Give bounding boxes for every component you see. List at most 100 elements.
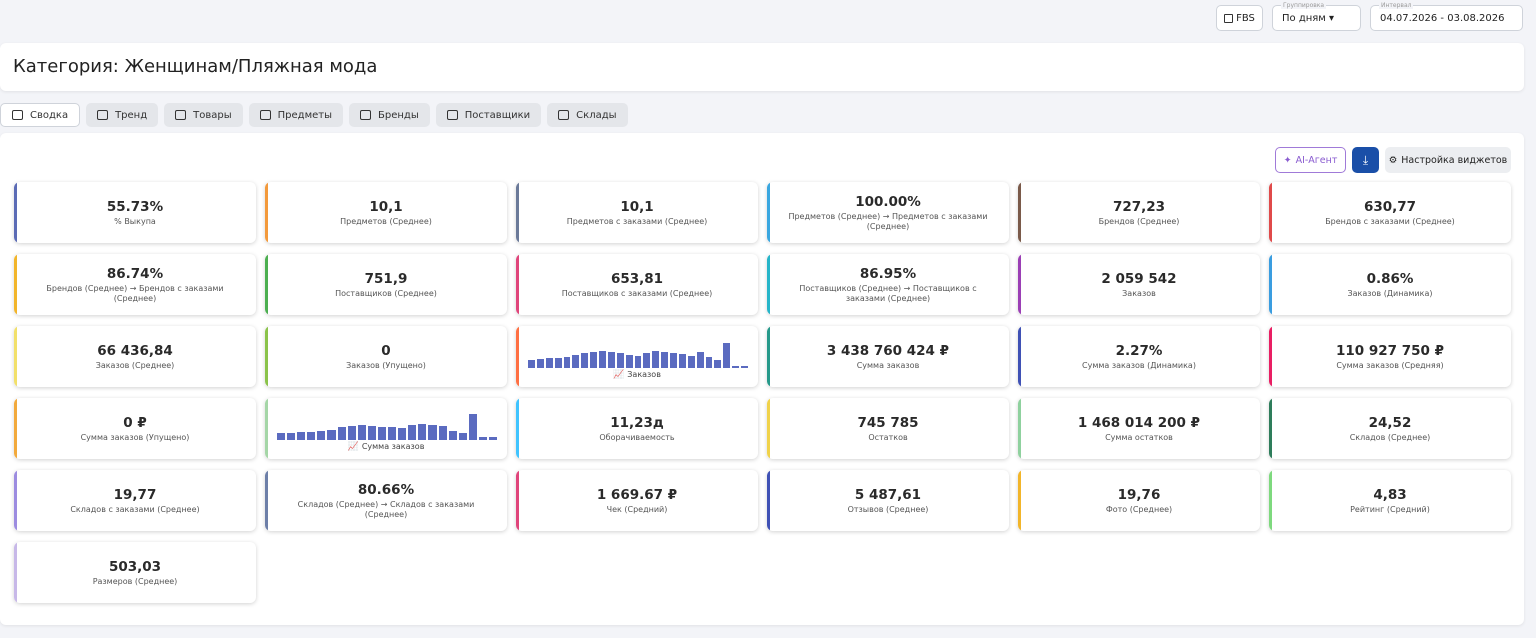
tab[interactable]: Сводка (0, 103, 81, 127)
color-stripe (14, 470, 17, 531)
bar (438, 426, 447, 440)
widget-card: 📈 Заказов (516, 326, 758, 387)
color-stripe (1018, 182, 1021, 243)
widget-label: Брендов с заказами (Среднее) (1325, 216, 1455, 226)
card-body: 2 059 542 Заказов (1018, 271, 1260, 299)
color-stripe (516, 398, 519, 459)
interval-field[interactable]: Интервал 04.07.2026 - 03.08.2026 (1370, 2, 1523, 31)
widget-label: Сумма заказов (Средняя) (1336, 360, 1444, 370)
bar (634, 356, 642, 368)
widget-card: 2 059 542 Заказов (1018, 254, 1260, 315)
widget-label: Сумма заказов (Динамика) (1082, 360, 1196, 370)
card-body: 19,77 Складов с заказами (Среднее) (14, 487, 256, 515)
bar (327, 430, 336, 440)
widget-value: 110 927 750 ₽ (1335, 342, 1445, 359)
tabs: Сводка Тренд Товары Предметы Бренды Поставщик… (0, 103, 628, 127)
widget-label: Заказов (Динамика) (1347, 288, 1433, 298)
color-stripe (767, 470, 770, 531)
bar (478, 437, 487, 440)
tab[interactable]: Тренд (86, 103, 159, 127)
bar (347, 426, 356, 440)
tab[interactable]: Бренды (349, 103, 430, 127)
panel: ✦ AI-Агент ⤓ ⚙ Настройка виджетов 55.73%… (0, 133, 1524, 625)
tab[interactable]: Предметы (248, 103, 343, 127)
color-stripe (14, 182, 17, 243)
widget-value: 80.66% (357, 481, 415, 498)
widget-value: 653,81 (610, 270, 664, 287)
settings-button[interactable]: ⚙ Настройка виджетов (1385, 147, 1511, 173)
tab-label: Тренд (115, 109, 148, 121)
card-body: 0 ₽ Сумма заказов (Упущено) (14, 415, 256, 443)
widget-card: 19,77 Складов с заказами (Среднее) (14, 470, 256, 531)
card-body: 10,1 Предметов (Среднее) (265, 199, 507, 227)
bar (661, 352, 668, 368)
color-stripe (767, 254, 770, 315)
card-body: 86.95% Поставщиков (Среднее) → Поставщико… (767, 266, 1009, 304)
card-body: 2.27% Сумма заказов (Динамика) (1018, 343, 1260, 371)
ai-agent-label: AI-Агент (1295, 154, 1338, 166)
color-stripe (516, 470, 519, 531)
ai-agent-button[interactable]: ✦ AI-Агент (1275, 147, 1346, 173)
chart-label: Заказов (627, 370, 661, 379)
tab[interactable]: Поставщики (435, 103, 542, 127)
download-button[interactable]: ⤓ (1352, 147, 1379, 173)
tab-label: Сводка (30, 109, 69, 121)
bar (357, 425, 366, 440)
widget-label: Чек (Средний) (606, 504, 668, 514)
color-stripe (1269, 398, 1272, 459)
widget-value: 10,1 (369, 198, 403, 215)
bar (741, 366, 748, 368)
bar (388, 427, 397, 440)
card-body: 19,76 Фото (Среднее) (1018, 487, 1260, 515)
widget-label: Остатков (868, 432, 908, 442)
bar (572, 355, 580, 368)
color-stripe (1018, 398, 1021, 459)
card-body: 66 436,84 Заказов (Среднее) (14, 343, 256, 371)
chart-caption: 📈 Сумма заказов (265, 442, 507, 452)
interval-value: 04.07.2026 - 03.08.2026 (1380, 13, 1505, 24)
grouping-select[interactable]: Группировка По дням ▾ (1272, 2, 1361, 31)
tab[interactable]: Товары (164, 103, 243, 127)
bar (307, 432, 316, 440)
card-body: 630,77 Брендов с заказами (Среднее) (1269, 199, 1511, 227)
tab-label: Предметы (277, 109, 332, 121)
tab-label: Склады (576, 109, 617, 121)
color-stripe (516, 254, 519, 315)
bar (732, 366, 739, 368)
widget-value: 745 785 (857, 414, 919, 431)
widget-card: 110 927 750 ₽ Сумма заказов (Средняя) (1269, 326, 1511, 387)
color-stripe (265, 398, 268, 459)
widget-card: 5 487,61 Отзывов (Среднее) (767, 470, 1009, 531)
widget-card: 653,81 Поставщиков с заказами (Среднее) (516, 254, 758, 315)
color-stripe (767, 398, 770, 459)
widget-card: 24,52 Складов (Среднее) (1269, 398, 1511, 459)
widget-value: 55.73% (106, 198, 164, 215)
widget-card: 1 468 014 200 ₽ Сумма остатков (1018, 398, 1260, 459)
card-body: 0 Заказов (Упущено) (265, 343, 507, 371)
widget-label: Брендов (Среднее) (1098, 216, 1180, 226)
widget-value: 2.27% (1115, 342, 1163, 359)
widget-value: 10,1 (620, 198, 654, 215)
tab[interactable]: Склады (547, 103, 628, 127)
tab-icon (175, 110, 187, 120)
bar (337, 427, 346, 440)
card-body: 4,83 Рейтинг (Средний) (1269, 487, 1511, 515)
widget-label: Складов (Среднее) (1349, 432, 1431, 442)
fbs-toggle[interactable]: FBS (1216, 5, 1263, 31)
widget-card: 86.74% Брендов (Среднее) → Брендов с зака… (14, 254, 256, 315)
widget-value: 19,77 (113, 486, 157, 503)
bar (581, 353, 589, 368)
tab-icon (97, 110, 109, 120)
bar (590, 352, 597, 368)
chart-label: Сумма заказов (361, 442, 425, 451)
grouping-value: По дням (1282, 13, 1326, 24)
bar (408, 425, 417, 440)
card-body: 751,9 Поставщиков (Среднее) (265, 271, 507, 299)
color-stripe (767, 182, 770, 243)
widget-card: 2.27% Сумма заказов (Динамика) (1018, 326, 1260, 387)
widget-value: 4,83 (1373, 486, 1407, 503)
card-body: 5 487,61 Отзывов (Среднее) (767, 487, 1009, 515)
bar (545, 358, 553, 368)
widget-label: Предметов (Среднее) → Предметов с заказа… (788, 211, 988, 231)
color-stripe (14, 398, 17, 459)
